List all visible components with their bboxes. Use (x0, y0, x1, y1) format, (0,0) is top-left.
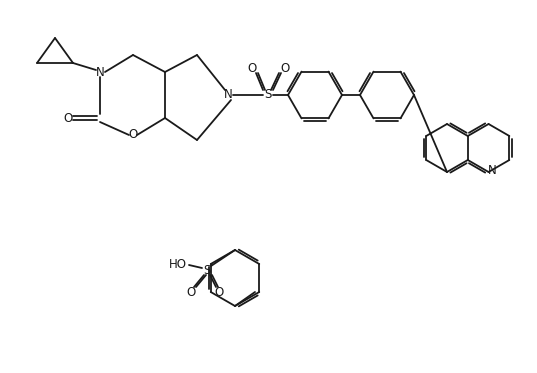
Text: S: S (204, 263, 211, 276)
Text: O: O (128, 129, 137, 141)
Text: N: N (223, 88, 233, 101)
Text: HO: HO (169, 258, 187, 272)
Text: N: N (96, 66, 104, 78)
Text: O: O (186, 285, 195, 298)
Text: O: O (248, 62, 257, 75)
Text: O: O (214, 285, 223, 298)
Text: S: S (264, 88, 272, 101)
Text: N: N (488, 163, 497, 176)
Text: O: O (280, 62, 289, 75)
Text: O: O (63, 112, 72, 125)
